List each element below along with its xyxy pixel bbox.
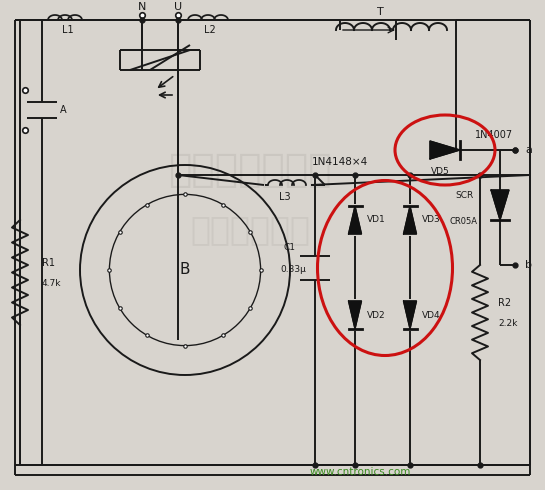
Text: A: A: [60, 105, 66, 115]
Text: L2: L2: [204, 25, 216, 35]
Text: VD1: VD1: [367, 216, 386, 224]
Text: VD2: VD2: [367, 311, 386, 319]
Polygon shape: [348, 301, 361, 329]
Text: VD5: VD5: [431, 168, 450, 176]
Text: CR05A: CR05A: [450, 218, 478, 226]
Text: b: b: [525, 260, 532, 270]
Text: R2: R2: [498, 298, 511, 308]
Polygon shape: [491, 190, 509, 220]
Text: www.cntronics.com: www.cntronics.com: [310, 467, 411, 477]
Text: a: a: [525, 145, 532, 155]
Text: 1N4148×4: 1N4148×4: [312, 157, 368, 167]
Text: VD4: VD4: [422, 311, 440, 319]
Text: 2.2k: 2.2k: [498, 318, 517, 327]
Text: B: B: [180, 263, 190, 277]
Text: 1N4007: 1N4007: [475, 130, 513, 140]
Text: L1: L1: [62, 25, 74, 35]
Text: L3: L3: [279, 192, 291, 202]
Text: U: U: [174, 2, 182, 12]
Text: 4.7k: 4.7k: [42, 278, 62, 288]
Polygon shape: [403, 206, 416, 234]
Polygon shape: [403, 301, 416, 329]
Text: T: T: [377, 7, 383, 17]
Text: N: N: [138, 2, 146, 12]
Text: 0.33μ: 0.33μ: [280, 266, 306, 274]
Polygon shape: [430, 141, 460, 159]
Text: VD3: VD3: [422, 216, 441, 224]
Text: 液晶电视防浪涌: 液晶电视防浪涌: [168, 151, 332, 189]
Text: SCR: SCR: [455, 191, 473, 199]
Text: 职场市雄鹰制: 职场市雄鹰制: [190, 214, 310, 246]
Text: R1: R1: [42, 258, 55, 268]
Text: C1: C1: [284, 244, 296, 252]
Polygon shape: [348, 206, 361, 234]
